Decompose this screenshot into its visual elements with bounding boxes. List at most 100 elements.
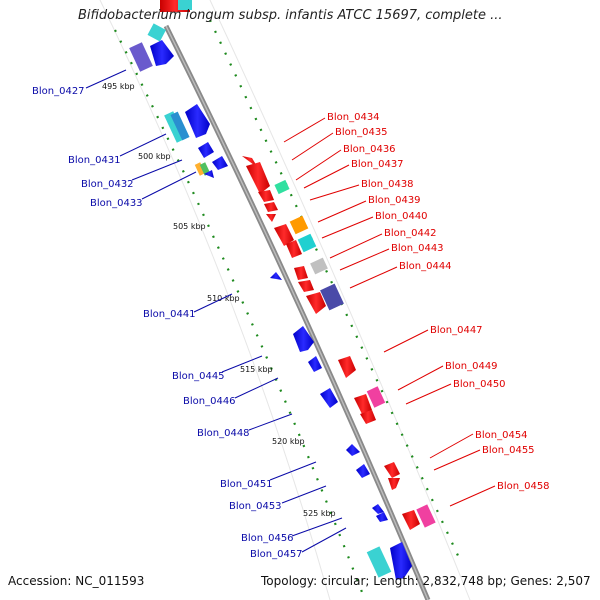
- gene-arrow[interactable]: [354, 394, 372, 414]
- gene-glyph[interactable]: [147, 23, 166, 42]
- gene-label-blon-0440[interactable]: Blon_0440: [375, 211, 428, 222]
- gene-label-blon-0446[interactable]: Blon_0446: [183, 396, 236, 407]
- gene-label-blon-0449[interactable]: Blon_0449: [445, 361, 498, 372]
- gene-arrow[interactable]: [185, 104, 210, 138]
- tick-label: 505 kbp: [173, 222, 206, 231]
- gene-label-blon-0450[interactable]: Blon_0450: [453, 379, 506, 390]
- gene-glyph[interactable]: [366, 546, 392, 578]
- gene-arrow[interactable]: [402, 510, 420, 530]
- gene-arrow[interactable]: [294, 266, 308, 280]
- leader-line: [321, 216, 374, 239]
- gene-arrow[interactable]: [258, 190, 274, 202]
- gene-glyph[interactable]: [289, 215, 309, 235]
- gene-label-blon-0435[interactable]: Blon_0435: [335, 127, 388, 138]
- gene-arrow[interactable]: [150, 40, 174, 66]
- gene-label-blon-0441[interactable]: Blon_0441: [143, 309, 196, 320]
- gene-label-blon-0448[interactable]: Blon_0448: [197, 428, 250, 439]
- leader-line: [301, 527, 347, 553]
- gene-arrow[interactable]: [390, 542, 412, 580]
- forward-gene-glyphs: [129, 23, 412, 580]
- gene-glyph[interactable]: [320, 283, 344, 311]
- gene-glyph[interactable]: [170, 111, 190, 141]
- gene-arrow[interactable]: [360, 410, 376, 424]
- leader-line: [449, 485, 496, 507]
- gene-glyph[interactable]: [274, 179, 290, 195]
- leader-line: [119, 133, 167, 157]
- leader-line: [281, 485, 327, 504]
- leader-line: [291, 517, 343, 537]
- gene-arrow[interactable]: [376, 512, 388, 522]
- gene-label-blon-0447[interactable]: Blon_0447: [430, 325, 483, 336]
- gene-label-blon-0431[interactable]: Blon_0431: [68, 155, 121, 166]
- gene-arrow[interactable]: [338, 356, 356, 378]
- gene-glyph[interactable]: [416, 504, 436, 528]
- gene-arrow[interactable]: [198, 142, 214, 158]
- gene-arrow[interactable]: [384, 462, 400, 478]
- leader-line: [85, 69, 127, 89]
- leader-line: [309, 184, 360, 201]
- gene-label-blon-0442[interactable]: Blon_0442: [384, 228, 437, 239]
- gene-label-blon-0457[interactable]: Blon_0457: [250, 549, 303, 560]
- leader-line: [383, 329, 429, 353]
- gene-label-blon-0438[interactable]: Blon_0438: [361, 179, 414, 190]
- gene-glyph[interactable]: [366, 386, 386, 408]
- gene-label-blon-0444[interactable]: Blon_0444: [399, 261, 452, 272]
- tick-label: 500 kbp: [138, 152, 171, 161]
- gene-label-blon-0443[interactable]: Blon_0443: [391, 243, 444, 254]
- gene-label-blon-0437[interactable]: Blon_0437: [351, 159, 404, 170]
- gene-arrow[interactable]: [286, 240, 302, 258]
- leader-line: [295, 149, 342, 181]
- gene-label-blon-0451[interactable]: Blon_0451: [220, 479, 273, 490]
- gene-label-blon-0436[interactable]: Blon_0436: [343, 144, 396, 155]
- gene-label-blon-0453[interactable]: Blon_0453: [229, 501, 282, 512]
- leader-line: [405, 383, 452, 405]
- gene-arrow[interactable]: [274, 224, 294, 246]
- accession-text: Accession: NC_011593: [8, 574, 145, 588]
- leader-line: [339, 248, 390, 271]
- gene-label-blon-0439[interactable]: Blon_0439: [368, 195, 421, 206]
- leader-line: [221, 355, 263, 373]
- leader-line: [269, 461, 317, 481]
- gene-label-blon-0433[interactable]: Blon_0433: [90, 198, 143, 209]
- gene-label-blon-0456[interactable]: Blon_0456: [241, 533, 294, 544]
- gene-label-blon-0434[interactable]: Blon_0434: [327, 112, 380, 123]
- genome-backbone: [163, 24, 431, 600]
- gene-label-blon-0432[interactable]: Blon_0432: [81, 179, 134, 190]
- leader-line: [349, 266, 398, 289]
- gene-arrow[interactable]: [320, 388, 338, 408]
- guide-rings: [99, 0, 471, 600]
- gene-glyph[interactable]: [194, 162, 206, 176]
- tick-label: 525 kbp: [303, 509, 336, 518]
- gene-label-blon-0445[interactable]: Blon_0445: [172, 371, 225, 382]
- leader-line: [303, 164, 350, 189]
- gene-label-blon-0454[interactable]: Blon_0454: [475, 430, 528, 441]
- gene-label-blon-0427[interactable]: Blon_0427: [32, 86, 85, 97]
- leader-line: [193, 293, 233, 313]
- gene-glyph[interactable]: [178, 0, 192, 10]
- gene-arrow[interactable]: [212, 156, 228, 170]
- gene-arrow[interactable]: [264, 202, 278, 212]
- gene-arrow[interactable]: [308, 356, 322, 372]
- leader-line: [291, 132, 334, 161]
- gene-arrow[interactable]: [270, 272, 282, 280]
- gene-label-blon-0455[interactable]: Blon_0455: [482, 445, 535, 456]
- gene-arrow[interactable]: [293, 326, 314, 352]
- gene-arrow[interactable]: [306, 292, 326, 314]
- gene-glyph[interactable]: [297, 233, 317, 253]
- gene-arrow[interactable]: [298, 280, 314, 292]
- gene-arrow[interactable]: [388, 478, 400, 490]
- gene-glyph[interactable]: [129, 42, 153, 72]
- gene-glyph[interactable]: [310, 257, 328, 275]
- gene-arrow[interactable]: [246, 162, 270, 194]
- dotted-tracks: [114, 19, 461, 600]
- gene-arrow[interactable]: [346, 444, 360, 456]
- reverse-gene-glyphs: [160, 0, 436, 530]
- gene-arrow[interactable]: [372, 504, 384, 514]
- gene-label-blon-0458[interactable]: Blon_0458: [497, 481, 550, 492]
- gene-arrow[interactable]: [204, 170, 214, 178]
- gene-arrow[interactable]: [266, 214, 276, 222]
- leader-line: [283, 117, 326, 143]
- gene-arrow[interactable]: [356, 464, 370, 478]
- leader-line: [234, 377, 279, 399]
